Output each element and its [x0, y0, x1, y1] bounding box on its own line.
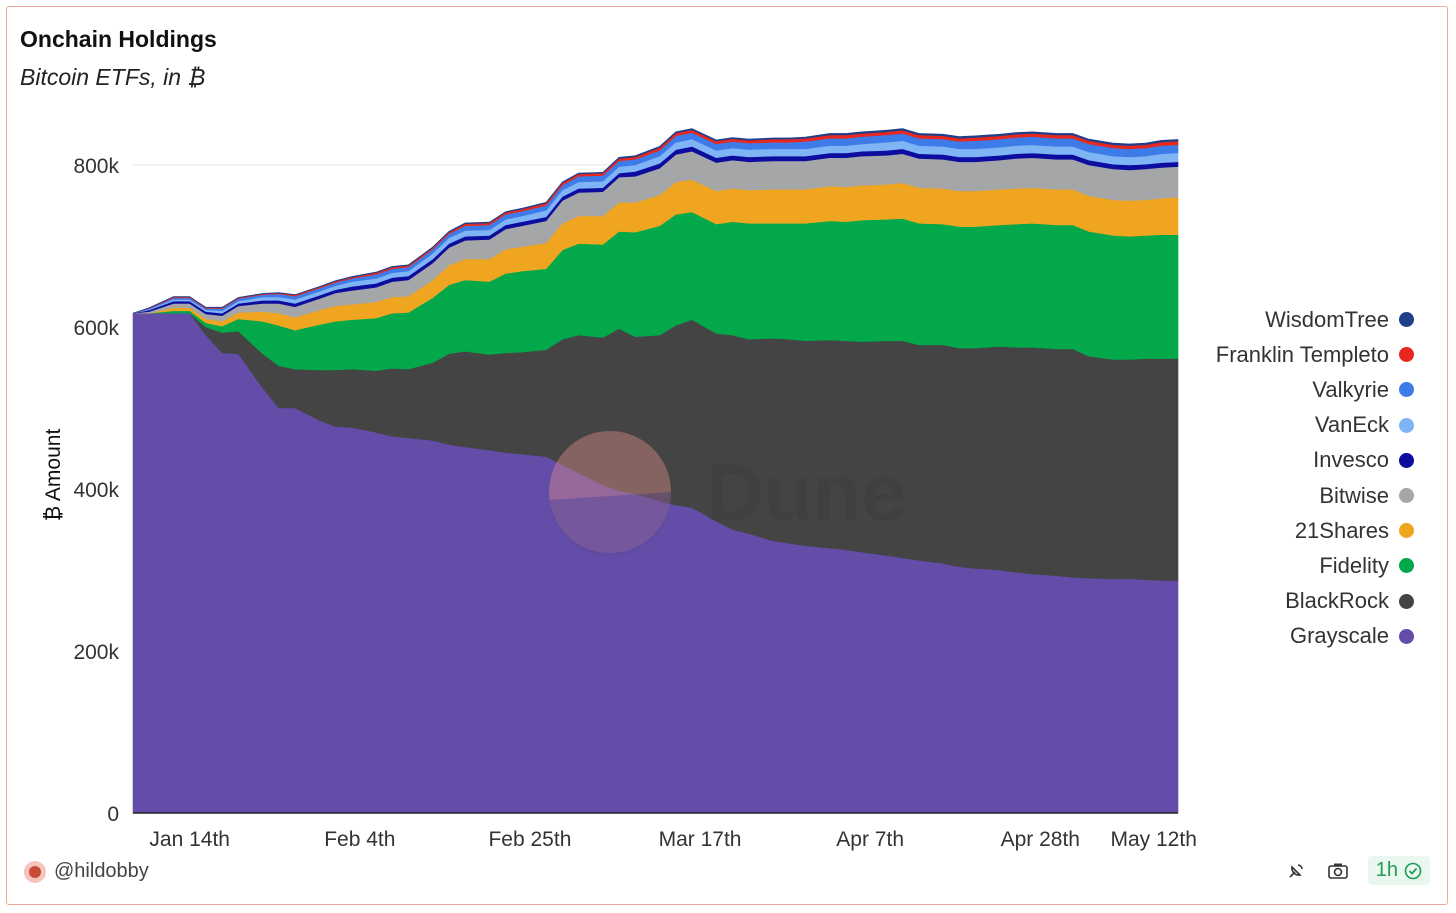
x-tick-label: Jan 14th — [149, 828, 230, 851]
legend-label: VanEck — [1314, 412, 1389, 438]
chart-frame — [6, 6, 1448, 905]
x-tick-label: Mar 17th — [659, 828, 742, 851]
chart-title: Onchain Holdings — [20, 26, 217, 52]
legend-label: Valkyrie — [1312, 376, 1389, 402]
x-tick-label: Feb 4th — [324, 828, 395, 851]
legend-label: BlackRock — [1285, 588, 1389, 614]
legend-label: 21Shares — [1294, 517, 1389, 543]
refresh-badge[interactable]: 1h — [1367, 856, 1430, 885]
camera-icon[interactable] — [1326, 859, 1350, 883]
legend-item[interactable]: WisdomTree — [1216, 302, 1414, 337]
legend-swatch — [1399, 417, 1414, 433]
y-tick-label: 0 — [107, 803, 119, 826]
y-tick-label: 200k — [73, 641, 119, 664]
check-circle-icon — [1404, 862, 1422, 879]
legend-swatch — [1399, 628, 1414, 644]
dune-watermark: Dune — [549, 431, 906, 558]
area-layer — [132, 128, 1179, 814]
footer-actions: 1h — [1284, 856, 1430, 885]
legend: WisdomTree Franklin Templeto Valkyrie VanEc… — [1216, 302, 1414, 654]
refresh-interval: 1h — [1375, 859, 1398, 881]
legend-label: WisdomTree — [1265, 306, 1389, 332]
legend-swatch — [1399, 452, 1414, 468]
legend-swatch — [1399, 593, 1414, 609]
legend-label: Bitwise — [1319, 482, 1389, 508]
watermark-logo-segment — [549, 492, 672, 558]
x-tick-label: Apr 7th — [836, 828, 904, 851]
legend-swatch — [1399, 558, 1414, 574]
area-wisdomtree — [132, 128, 1179, 314]
avatar — [24, 860, 46, 883]
watermark-logo-circle — [549, 431, 671, 553]
author-handle: @hildobby — [54, 860, 149, 882]
legend-item[interactable]: Grayscale — [1216, 619, 1414, 654]
y-axis-label: ₿ Amount — [42, 429, 65, 522]
legend-label: Franklin Templeto — [1215, 341, 1389, 367]
legend-swatch — [1399, 347, 1414, 363]
legend-label: Invesco — [1313, 447, 1389, 473]
legend-label: Grayscale — [1289, 623, 1389, 649]
y-tick-label: 800k — [73, 155, 119, 178]
satellite-icon[interactable] — [1284, 859, 1308, 883]
author[interactable]: @hildobby — [24, 860, 149, 883]
legend-item[interactable]: Fidelity — [1216, 548, 1414, 583]
legend-swatch — [1399, 523, 1414, 539]
x-tick-label: Apr 28th — [1001, 828, 1080, 851]
legend-swatch — [1399, 312, 1414, 328]
legend-item[interactable]: BlackRock — [1216, 584, 1414, 619]
legend-item[interactable]: Bitwise — [1216, 478, 1414, 513]
watermark-text: Dune — [706, 448, 906, 537]
x-tick-label: Feb 25th — [488, 828, 571, 851]
legend-label: Fidelity — [1319, 552, 1389, 578]
axes: 0 200k 400k 600k 800k Jan 14th Feb 4th Feb 25th… — [73, 155, 1196, 851]
legend-item[interactable]: Invesco — [1216, 443, 1414, 478]
chart-subtitle: Bitcoin ETFs, in ₿ — [20, 64, 206, 90]
legend-item[interactable]: Franklin Templeto — [1216, 337, 1414, 372]
legend-swatch — [1399, 382, 1414, 398]
y-tick-label: 600k — [73, 317, 119, 340]
legend-item[interactable]: 21Shares — [1216, 513, 1414, 548]
x-tick-label: May 12th — [1111, 828, 1197, 851]
legend-item[interactable]: Valkyrie — [1216, 372, 1414, 407]
y-tick-label: 400k — [73, 479, 119, 502]
legend-item[interactable]: VanEck — [1216, 408, 1414, 443]
legend-swatch — [1399, 488, 1414, 504]
